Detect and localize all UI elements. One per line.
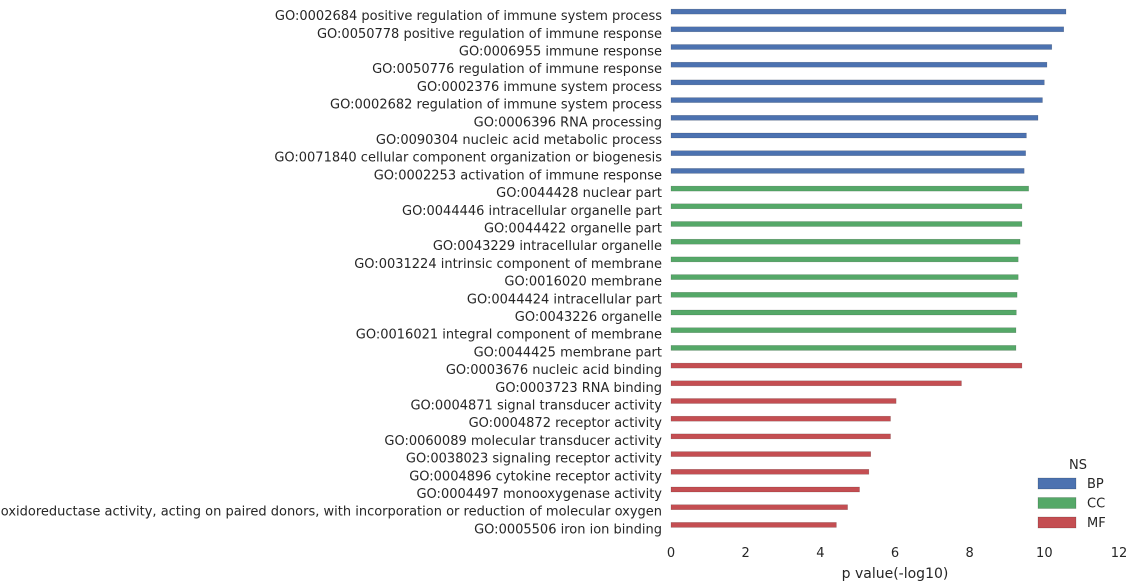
x-tick-label: 6: [891, 546, 899, 561]
category-label: GO:0050778 positive regulation of immune…: [317, 27, 662, 42]
bar-bp: [670, 8, 1067, 15]
category-label: GO:0038023 signaling receptor activity: [406, 452, 662, 467]
bar-cc: [670, 203, 1023, 210]
bar-bp: [670, 79, 1045, 86]
bar-mf: [670, 522, 837, 528]
category-label: GO:0004871 signal transducer activity: [410, 399, 662, 414]
category-label: GO:0060089 molecular transducer activity: [384, 434, 662, 449]
legend-title: NS: [1069, 458, 1087, 473]
bar-bp: [670, 61, 1048, 68]
legend-swatch-cc: [1037, 497, 1077, 509]
category-label: GO:0002682 regulation of immune system p…: [330, 98, 662, 113]
category-label: GO:0050776 regulation of immune response: [372, 62, 662, 77]
x-axis-label: p value(-log10): [842, 566, 949, 582]
bar-cc: [670, 185, 1029, 192]
category-label: GO:0004872 receptor activity: [469, 416, 663, 431]
bar-bp: [670, 97, 1043, 103]
category-label: GO:0003723 RNA binding: [495, 381, 662, 396]
category-label: GO:0002684 positive regulation of immune…: [275, 9, 662, 24]
bar-cc: [670, 327, 1017, 333]
category-label: GO:0016021 integral component of membran…: [356, 328, 662, 343]
category-label: GO:0043226 organelle: [515, 310, 662, 325]
legend-label-mf: MF: [1087, 516, 1106, 531]
category-label: GO:0016705 oxidoreductase activity, acti…: [0, 505, 662, 520]
bar-mf: [670, 380, 962, 387]
x-tick-label: 2: [742, 546, 750, 561]
x-tick-label: 0: [667, 546, 675, 561]
bar-mf: [670, 433, 891, 440]
category-label: GO:0006955 immune response: [459, 45, 662, 60]
category-label: GO:0016020 membrane: [504, 275, 662, 290]
bar-mf: [670, 504, 848, 510]
legend: NS BP CC MF: [1037, 458, 1106, 531]
x-tick-label: 12: [1111, 546, 1128, 561]
bar-bp: [670, 132, 1027, 139]
bar-bp: [670, 26, 1064, 33]
category-label: GO:0090304 nucleic acid metabolic proces…: [376, 133, 662, 148]
bar-bp: [670, 115, 1039, 121]
category-label: GO:0071840 cellular component organizati…: [274, 151, 662, 166]
x-tick-label: 8: [966, 546, 974, 561]
legend-label-cc: CC: [1087, 497, 1105, 512]
bar-bp: [670, 150, 1026, 156]
bar-bp: [670, 44, 1053, 50]
category-labels: GO:0002684 positive regulation of immune…: [0, 9, 662, 537]
category-label: GO:0031224 intrinsic component of membra…: [354, 257, 662, 272]
bar-cc: [670, 221, 1023, 227]
bar-cc: [670, 345, 1017, 351]
bar-cc: [670, 238, 1021, 245]
category-label: GO:0044424 intracellular part: [467, 292, 662, 307]
bar-cc: [670, 309, 1017, 316]
category-label: GO:0002376 immune system process: [417, 80, 662, 95]
bar-mf: [670, 398, 897, 404]
bar-cc: [670, 274, 1019, 280]
bar-mf: [670, 362, 1023, 369]
category-label: GO:0004497 monooxygenase activity: [416, 487, 662, 502]
category-label: GO:0005506 iron ion binding: [474, 522, 662, 537]
bar-bp: [670, 168, 1025, 174]
category-label: GO:0003676 nucleic acid binding: [446, 363, 662, 378]
category-label: GO:0044422 organelle part: [484, 222, 662, 237]
x-tick-label: 4: [816, 546, 824, 561]
category-label: GO:0043229 intracellular organelle: [433, 239, 662, 254]
category-label: GO:0004896 cytokine receptor activity: [409, 469, 662, 484]
category-label: GO:0044446 intracellular organelle part: [402, 204, 662, 219]
bar-mf: [670, 451, 871, 457]
bar-cc: [670, 256, 1019, 263]
x-tick-label: 10: [1036, 546, 1053, 561]
bar-mf: [670, 486, 860, 493]
category-label: GO:0044428 nuclear part: [496, 186, 662, 201]
category-label: GO:0002253 activation of immune response: [374, 168, 662, 183]
legend-swatch-bp: [1037, 477, 1077, 490]
bars-layer: [670, 8, 1067, 528]
legend-swatch-mf: [1037, 516, 1077, 529]
category-label: GO:0044425 membrane part: [474, 345, 662, 360]
bar-mf: [670, 415, 891, 422]
legend-label-bp: BP: [1087, 477, 1104, 492]
x-axis-ticks: 0 2 4 6 8 10 12: [667, 546, 1127, 561]
bar-cc: [670, 292, 1018, 298]
category-label: GO:0006396 RNA processing: [474, 115, 662, 130]
bar-mf: [670, 469, 870, 475]
